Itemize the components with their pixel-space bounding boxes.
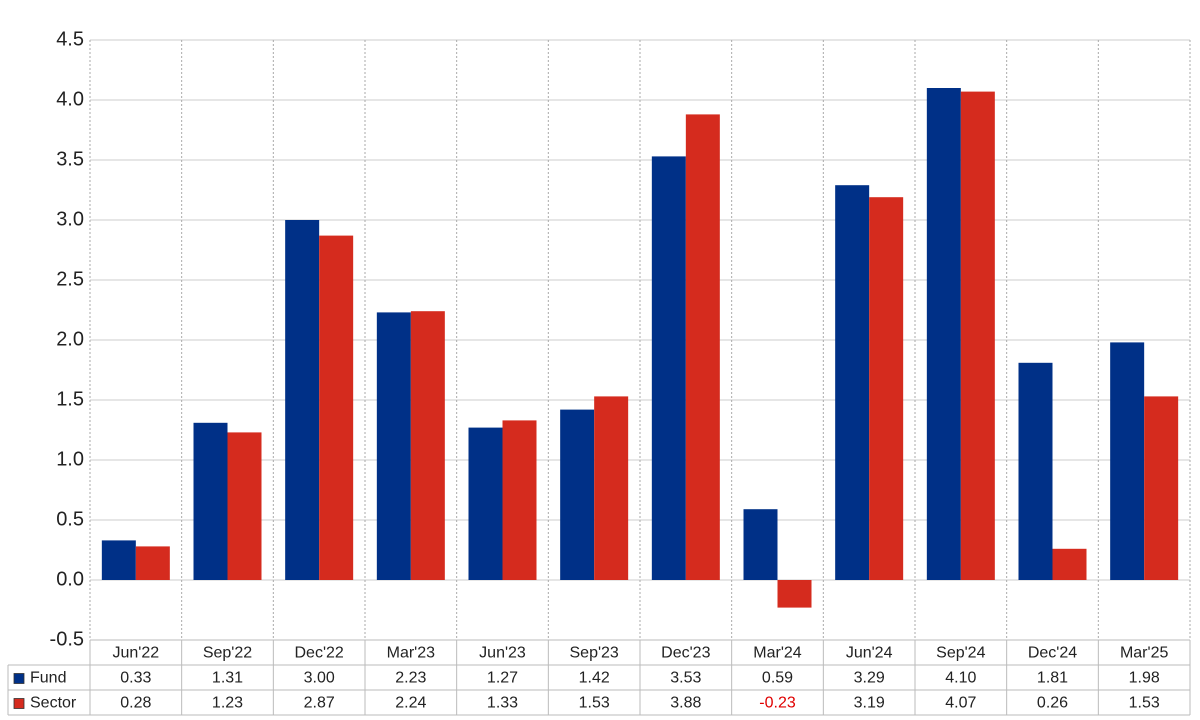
legend-swatch <box>13 673 25 684</box>
table-value: 1.98 <box>1129 670 1160 687</box>
table-value: 0.59 <box>762 670 793 687</box>
legend-swatch <box>13 698 25 709</box>
x-tick-label: Jun'23 <box>479 645 526 662</box>
table-value: 2.87 <box>304 695 335 712</box>
y-tick-label: 4.0 <box>56 88 84 110</box>
bar <box>193 422 228 580</box>
table-value: 3.53 <box>670 670 701 687</box>
table-value: 0.26 <box>1037 695 1068 712</box>
bar <box>651 156 686 580</box>
table-value: 2.24 <box>395 695 426 712</box>
x-tick-label: Jun'24 <box>846 645 893 662</box>
bar <box>594 396 629 580</box>
bar <box>1110 342 1145 580</box>
x-tick-label: Mar'23 <box>387 645 436 662</box>
y-tick-label: 1.5 <box>56 388 84 410</box>
table-value: 1.27 <box>487 670 518 687</box>
y-tick-label: -0.5 <box>50 628 84 650</box>
table-value: 3.88 <box>670 695 701 712</box>
table-value: 4.07 <box>945 695 976 712</box>
x-tick-label: Jun'22 <box>113 645 160 662</box>
y-tick-label: 3.0 <box>56 208 84 230</box>
table-value: 3.29 <box>854 670 885 687</box>
table-value: 1.53 <box>1129 695 1160 712</box>
table-value: 1.33 <box>487 695 518 712</box>
bar <box>1018 362 1053 580</box>
bar <box>869 197 904 580</box>
x-tick-label: Dec'22 <box>295 645 344 662</box>
y-tick-label: 3.5 <box>56 148 84 170</box>
table-value: -0.23 <box>759 695 796 712</box>
table-value: 2.23 <box>395 670 426 687</box>
bar <box>835 185 870 580</box>
x-tick-label: Sep'24 <box>936 645 985 662</box>
x-tick-label: Dec'23 <box>661 645 710 662</box>
bar <box>101 540 136 580</box>
table-value: 1.81 <box>1037 670 1068 687</box>
y-tick-label: 2.5 <box>56 268 84 290</box>
table-value: 0.28 <box>120 695 151 712</box>
table-value: 1.31 <box>212 670 243 687</box>
y-tick-label: 0.0 <box>56 568 84 590</box>
y-tick-label: 4.5 <box>56 28 84 50</box>
y-tick-label: 2.0 <box>56 328 84 350</box>
y-tick-label: 1.0 <box>56 448 84 470</box>
bar <box>960 91 995 580</box>
bar <box>1052 548 1087 580</box>
bar <box>685 114 720 581</box>
table-value: 1.23 <box>212 695 243 712</box>
table-value: 1.53 <box>579 695 610 712</box>
x-tick-label: Dec'24 <box>1028 645 1077 662</box>
legend-label: Fund <box>30 670 66 687</box>
y-tick-label: 0.5 <box>56 508 84 530</box>
table-value: 0.33 <box>120 670 151 687</box>
bar <box>560 409 595 580</box>
bar <box>777 580 812 608</box>
bar <box>1144 396 1179 580</box>
bar <box>376 312 411 580</box>
bar <box>227 432 262 580</box>
table-value: 3.19 <box>854 695 885 712</box>
bar <box>926 88 961 580</box>
x-tick-label: Mar'24 <box>753 645 802 662</box>
table-value: 4.10 <box>945 670 976 687</box>
x-tick-label: Sep'22 <box>203 645 252 662</box>
bar <box>285 220 320 580</box>
x-tick-label: Sep'23 <box>570 645 619 662</box>
table-value: 3.00 <box>304 670 335 687</box>
bar <box>319 235 354 580</box>
legend-label: Sector <box>30 695 77 712</box>
table-value: 1.42 <box>579 670 610 687</box>
bar <box>502 420 537 580</box>
bar <box>468 427 503 580</box>
x-tick-label: Mar'25 <box>1120 645 1169 662</box>
bar <box>743 509 778 580</box>
bar <box>135 546 170 580</box>
bar <box>410 311 445 580</box>
